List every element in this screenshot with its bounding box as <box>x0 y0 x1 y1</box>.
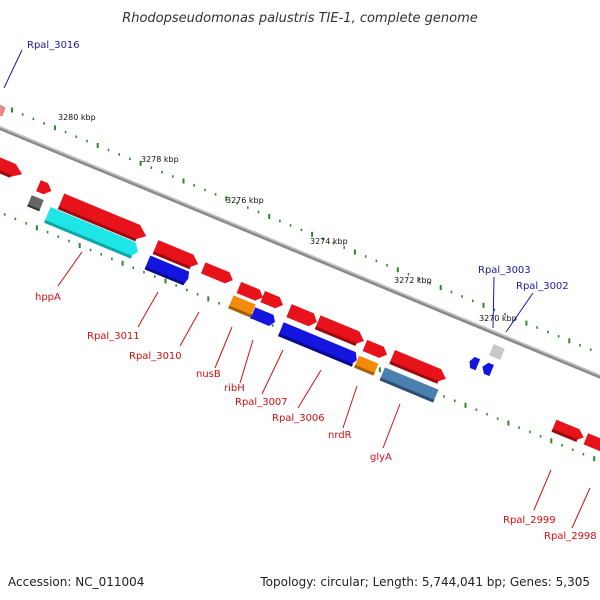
gene-arrow[interactable] <box>260 291 285 311</box>
gene-arrow[interactable] <box>250 307 278 327</box>
position-ticks-outer <box>11 107 592 351</box>
kbp-label: 3278 kbp <box>141 155 179 164</box>
gene-arrow[interactable] <box>144 255 191 285</box>
gene-arrow[interactable] <box>354 355 379 375</box>
gene-arrow[interactable] <box>236 281 266 303</box>
gene-label-glya[interactable]: glyA <box>370 452 392 463</box>
gene-label-nusb[interactable]: nusB <box>196 369 221 380</box>
gene-arrow[interactable] <box>551 419 586 443</box>
gene-label-rpal-3010[interactable]: Rpal_3010 <box>129 351 182 362</box>
gene-arrow[interactable] <box>0 104 6 117</box>
gene-arrow[interactable] <box>480 361 494 377</box>
kbp-label: 3276 kbp <box>226 196 264 205</box>
gene-arrow[interactable] <box>362 339 390 360</box>
gene-label-hppa[interactable]: hppA <box>35 292 61 303</box>
gene-arrow[interactable] <box>58 193 149 244</box>
kbp-labels: 3280 kbp 3278 kbp 3276 kbp 3274 kbp 3272… <box>58 113 517 323</box>
gene-label-rpal-3007[interactable]: Rpal_3007 <box>235 397 288 408</box>
gene-arrow[interactable] <box>286 304 319 328</box>
gene-arrow[interactable] <box>467 356 481 371</box>
kbp-label: 3270 kbp <box>479 314 517 323</box>
accession-text: Accession: NC_011004 <box>8 575 144 589</box>
kbp-label: 3272 kbp <box>394 276 432 285</box>
gene-label-rpal-2998[interactable]: Rpal_2998 <box>544 531 597 542</box>
gene-arrow[interactable] <box>583 433 600 454</box>
gene-arrow[interactable] <box>389 350 449 385</box>
gene-arrow[interactable] <box>200 262 235 285</box>
gene-label-rpal-2999[interactable]: Rpal_2999 <box>503 515 556 526</box>
gene-arrow[interactable] <box>228 295 256 317</box>
gene-labels: Rpal_3016 hppA Rpal_3011 Rpal_3010 nusB … <box>27 40 597 542</box>
topology-text: Topology: circular; Length: 5,744,041 bp… <box>259 575 590 589</box>
kbp-label: 3280 kbp <box>58 113 96 122</box>
gene-label-rpal-3006[interactable]: Rpal_3006 <box>272 413 325 424</box>
gene-arrow[interactable] <box>379 367 439 402</box>
gene-arrow[interactable] <box>36 180 54 196</box>
gene-label-rpal-3016[interactable]: Rpal_3016 <box>27 40 80 51</box>
gene-label-rpal-3002[interactable]: Rpal_3002 <box>516 281 569 292</box>
kbp-label: 3274 kbp <box>310 237 348 246</box>
gene-label-rpal-3011[interactable]: Rpal_3011 <box>87 331 140 342</box>
gene-features <box>0 104 600 454</box>
gene-label-rpal-3003[interactable]: Rpal_3003 <box>478 265 531 276</box>
gene-arrow[interactable] <box>0 151 25 181</box>
gene-arrow[interactable] <box>278 322 359 366</box>
map-title: Rhodopseudomonas palustris TIE-1, comple… <box>122 11 478 26</box>
gene-arrow[interactable] <box>44 207 141 259</box>
gene-arrow[interactable] <box>489 344 505 360</box>
gene-arrow[interactable] <box>315 315 367 347</box>
label-leaders <box>3 49 591 529</box>
gene-arrow[interactable] <box>152 240 201 271</box>
genome-backbone <box>0 119 600 399</box>
gene-label-nrdr[interactable]: nrdR <box>328 430 352 441</box>
gene-label-ribh[interactable]: ribH <box>224 383 245 394</box>
